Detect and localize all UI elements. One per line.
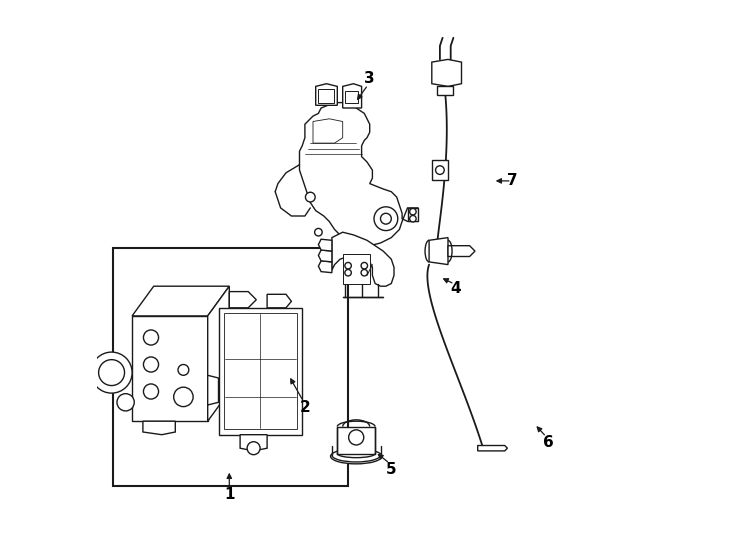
Polygon shape	[313, 119, 343, 143]
Circle shape	[143, 384, 159, 399]
Circle shape	[345, 269, 352, 276]
Circle shape	[143, 330, 159, 345]
Bar	[343, 254, 370, 284]
Polygon shape	[332, 232, 394, 286]
Bar	[338, 427, 375, 454]
Circle shape	[315, 228, 322, 236]
Ellipse shape	[330, 449, 382, 464]
Polygon shape	[208, 286, 229, 421]
Polygon shape	[432, 160, 448, 180]
Polygon shape	[448, 246, 475, 256]
Polygon shape	[319, 261, 332, 273]
Bar	[132, 316, 208, 421]
Bar	[224, 313, 297, 429]
Polygon shape	[132, 286, 229, 316]
Bar	[319, 89, 333, 103]
Circle shape	[98, 360, 125, 386]
Text: 6: 6	[542, 435, 553, 450]
Text: 7: 7	[507, 173, 518, 188]
Polygon shape	[407, 208, 418, 221]
Circle shape	[143, 357, 159, 372]
Bar	[219, 308, 302, 435]
Bar	[113, 248, 348, 486]
Circle shape	[374, 207, 398, 231]
Circle shape	[435, 166, 444, 174]
Polygon shape	[229, 292, 256, 308]
Polygon shape	[343, 84, 362, 108]
Circle shape	[345, 262, 352, 269]
Polygon shape	[437, 86, 454, 94]
Circle shape	[305, 192, 315, 202]
Polygon shape	[299, 103, 418, 246]
Text: 3: 3	[364, 71, 375, 86]
Polygon shape	[208, 375, 219, 405]
Text: 1: 1	[224, 487, 235, 502]
Circle shape	[380, 213, 391, 224]
Circle shape	[247, 442, 260, 455]
Circle shape	[361, 269, 368, 276]
Circle shape	[361, 262, 368, 269]
Polygon shape	[319, 239, 332, 251]
Polygon shape	[429, 238, 448, 265]
Circle shape	[91, 352, 132, 393]
Circle shape	[410, 215, 416, 222]
Polygon shape	[240, 435, 267, 451]
Circle shape	[174, 387, 193, 407]
Polygon shape	[316, 84, 338, 105]
Polygon shape	[319, 250, 332, 262]
Text: 5: 5	[386, 462, 396, 477]
Polygon shape	[432, 59, 462, 86]
Text: 2: 2	[299, 400, 310, 415]
Text: 4: 4	[451, 281, 462, 296]
Circle shape	[349, 430, 364, 445]
Polygon shape	[478, 446, 507, 451]
Polygon shape	[267, 294, 291, 308]
Bar	[346, 91, 358, 103]
Circle shape	[410, 208, 416, 215]
Polygon shape	[143, 421, 175, 435]
Circle shape	[117, 394, 134, 411]
Circle shape	[178, 364, 189, 375]
